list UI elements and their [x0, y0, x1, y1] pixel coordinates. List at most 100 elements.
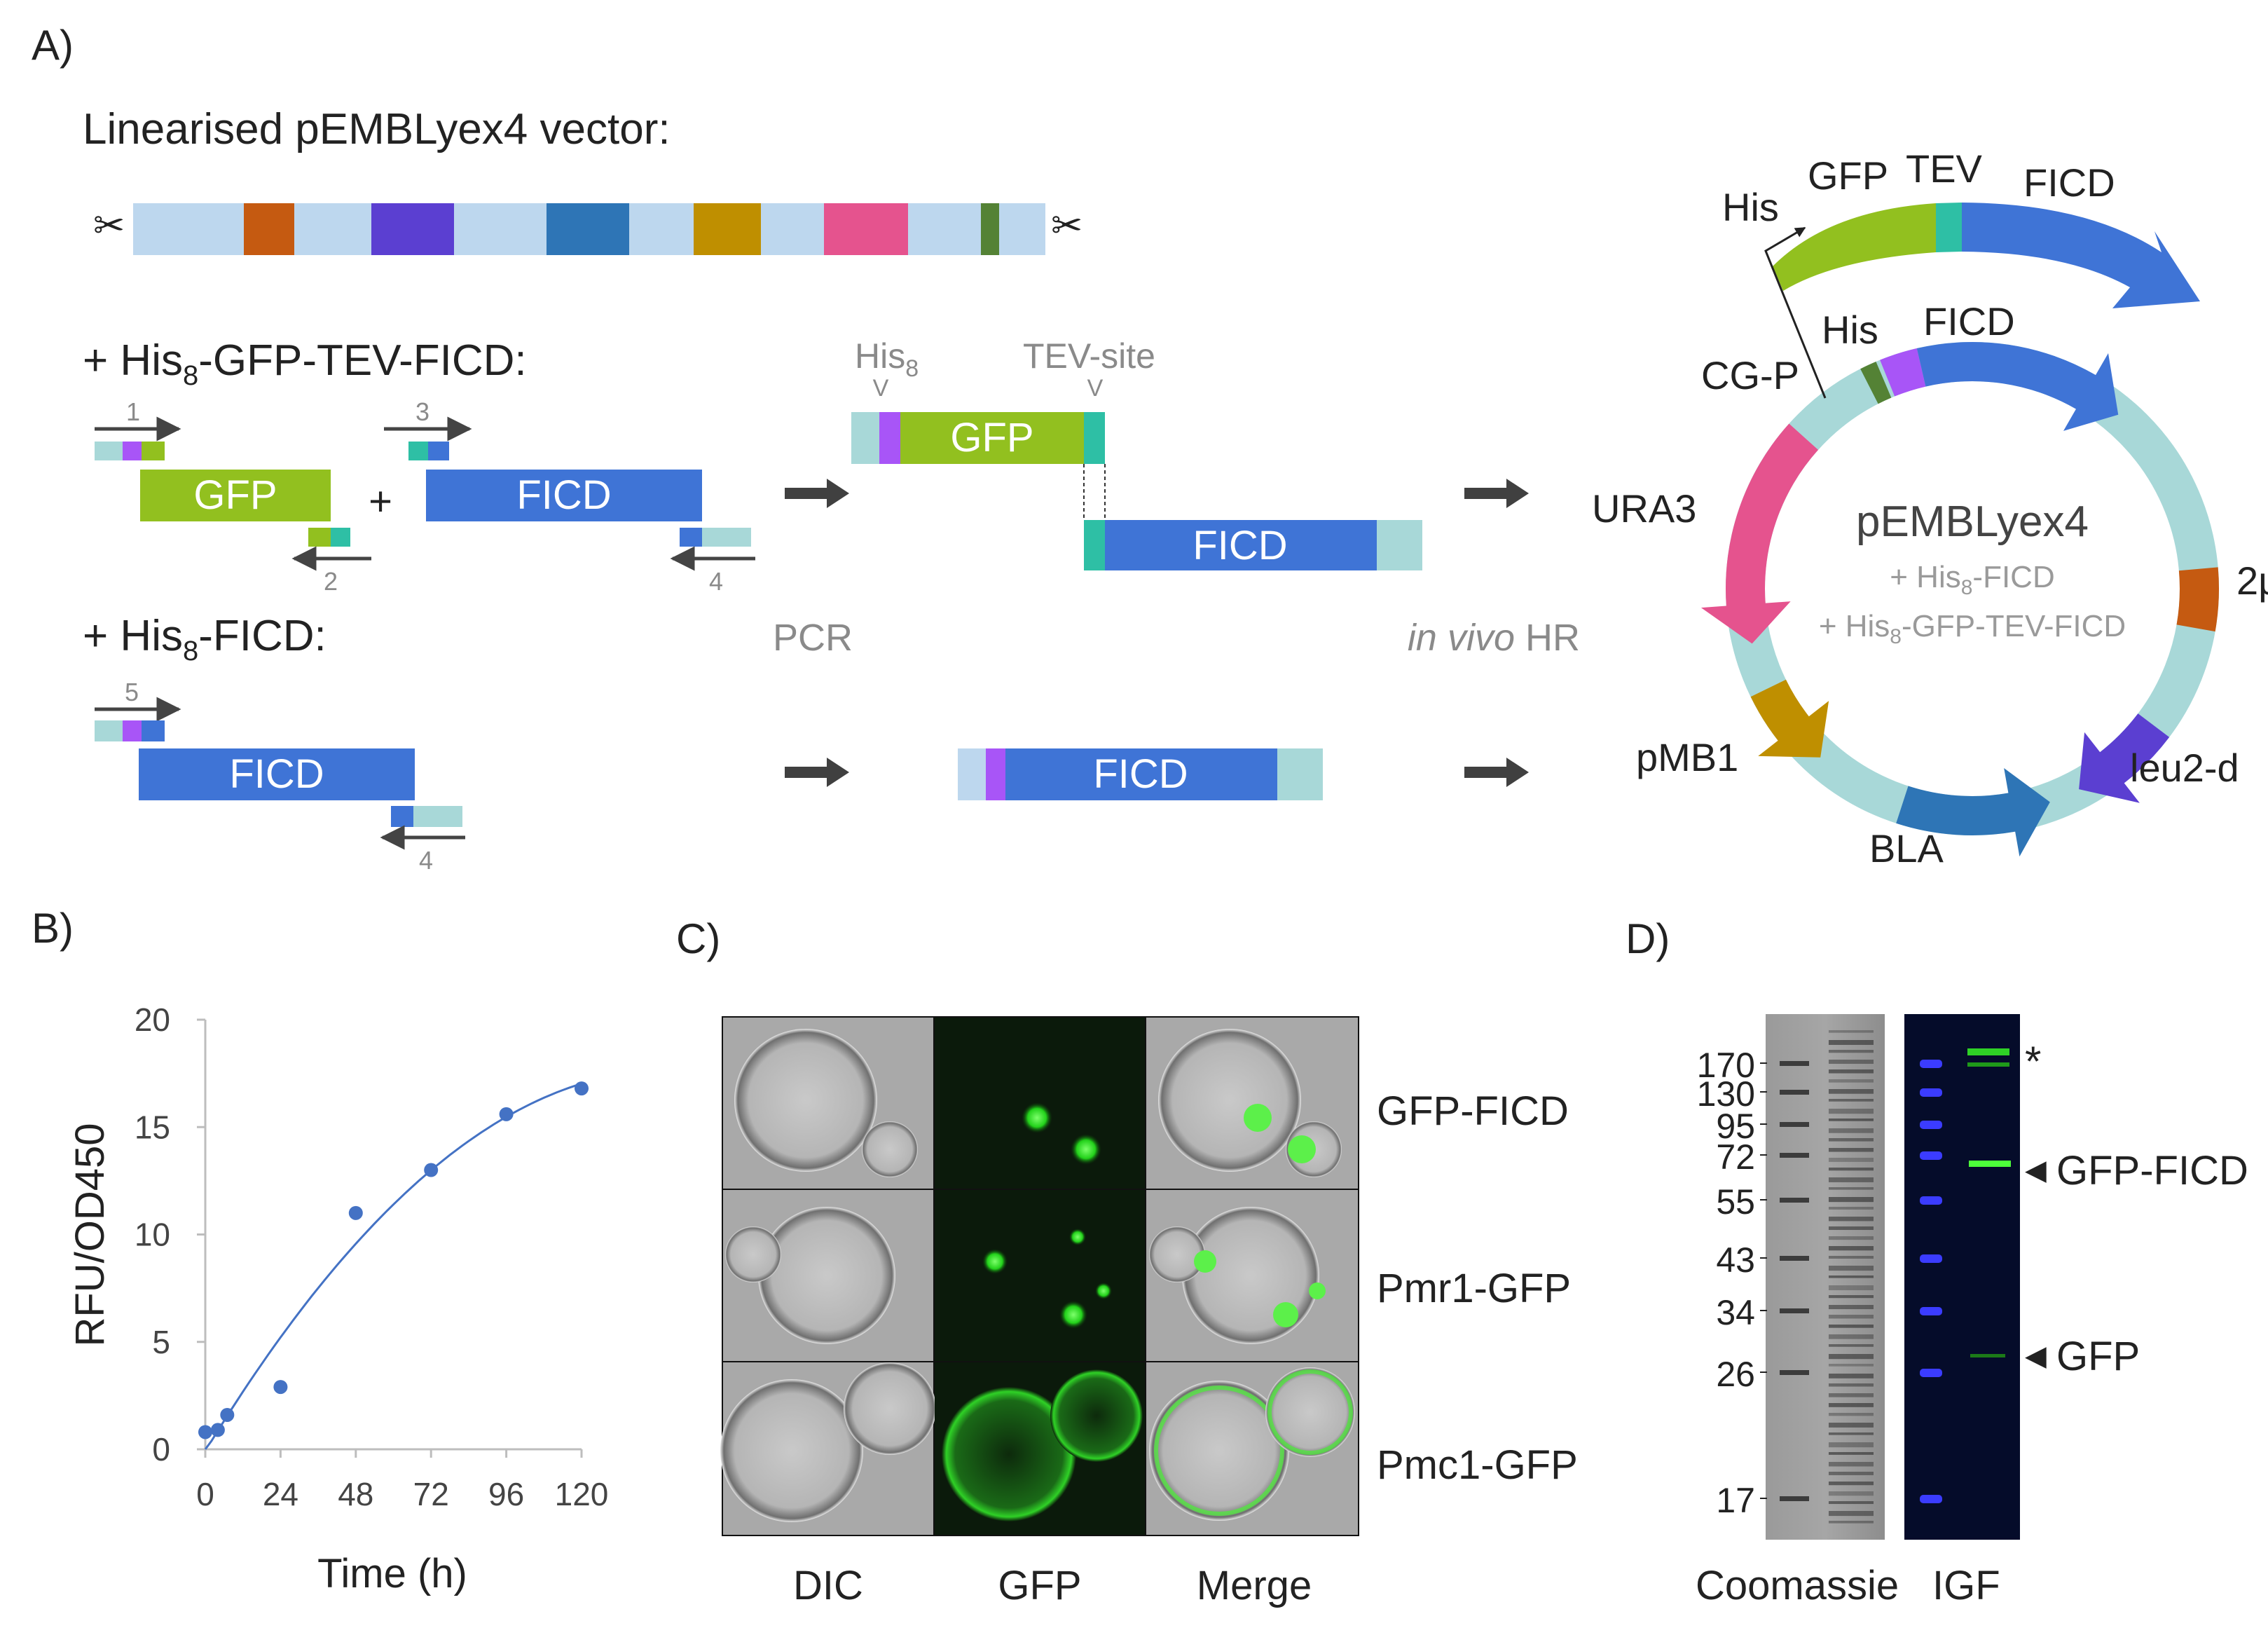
his8-label: His8 [855, 336, 919, 382]
hr-label: in vivo HR [1408, 617, 1580, 659]
lysate-band [1829, 1295, 1874, 1299]
plasmid-map: pEMBLyex4 + His8-FICD + His8-GFP-TEV-FIC… [1592, 146, 2268, 870]
lysate-band [1829, 1325, 1874, 1328]
arrow-gfp: ◀ [2025, 1341, 2047, 1372]
plasmid-2micron [2176, 567, 2220, 632]
ladder-band [1780, 1256, 1809, 1261]
lysate-band [1829, 1472, 1874, 1475]
ladder-band-igf [1920, 1369, 1942, 1377]
promoter-line [1764, 226, 1827, 399]
label-gfp: GFP [1808, 153, 1888, 198]
his8-marker: V [873, 375, 889, 402]
label-bla: BLA [1869, 826, 1944, 870]
x-axis-label: Time (h) [317, 1551, 467, 1596]
ladder-band-igf [1920, 1088, 1942, 1097]
ladder-band [1780, 1122, 1809, 1127]
x-tick-label: 96 [488, 1476, 524, 1512]
lysate-band [1829, 1226, 1874, 1231]
primer-4-top: 4 [670, 528, 755, 596]
arrow-gfp-ficd: ◀ [2025, 1155, 2047, 1186]
x-tick-label: 24 [263, 1476, 298, 1512]
lysate-band [1829, 1148, 1874, 1152]
ladder-band-igf [1920, 1121, 1942, 1129]
fragment-gfp-label: GFP [193, 472, 277, 518]
data-point [348, 1205, 363, 1220]
plasmid-pmb1 [1750, 679, 1829, 758]
lysate-band [1829, 1305, 1874, 1310]
label-his-inner: His [1822, 308, 1878, 352]
lysate-band [1829, 1187, 1874, 1190]
svg-text:4: 4 [709, 567, 723, 596]
label-ura3: URA3 [1592, 486, 1696, 531]
lysate-band [1829, 1109, 1874, 1114]
x-tick-label: 72 [413, 1476, 449, 1512]
data-point [198, 1425, 212, 1439]
lysate-band [1829, 1442, 1874, 1448]
dic-column [720, 1018, 936, 1535]
label-ficd-outer: FICD [2023, 160, 2115, 205]
lysate-band [1829, 1246, 1874, 1251]
col-label-merge: Merge [1197, 1563, 1312, 1608]
lysate-band [1829, 1138, 1874, 1142]
fragment-ficd [426, 470, 702, 521]
lysate-band [1829, 1501, 1874, 1505]
ladder-band [1780, 1308, 1809, 1313]
scissors-icon-right: ✂ [1051, 205, 1083, 247]
marker-label: 26 [1716, 1355, 1755, 1394]
plasmid-name: pEMBLyex4 [1856, 498, 2089, 546]
primer-4-bottom: 4 [380, 806, 465, 875]
svg-text:1: 1 [126, 397, 140, 426]
label-his-outer: His [1722, 185, 1779, 229]
vector-title: Linearised pEMBLyex4 vector: [83, 105, 671, 153]
construct1-title: + His8-GFP-TEV-FICD: [83, 336, 527, 391]
primer-2: 2 [291, 528, 371, 596]
lysate-band [1829, 1452, 1874, 1455]
lysate-band [1829, 1275, 1874, 1278]
plus-sign: + [369, 479, 392, 524]
lysate-band [1829, 1079, 1874, 1083]
lysate-band [1829, 1364, 1874, 1367]
lysate-band [1829, 1374, 1874, 1379]
fragment-gfp [140, 470, 331, 521]
trendline [204, 1082, 582, 1450]
lysate-band [1829, 1256, 1874, 1259]
lysate-band [1829, 1511, 1874, 1517]
lane-label-coomassie: Coomassie [1696, 1563, 1899, 1608]
lysate-band [1829, 1432, 1874, 1435]
marker-label: 34 [1716, 1293, 1755, 1332]
data-point [575, 1081, 589, 1096]
plasmid-his [1880, 348, 1926, 397]
primer-3: 3 [384, 397, 472, 460]
lysate-band [1829, 1119, 1874, 1121]
lysate-band [1829, 1413, 1874, 1416]
ladder-band-igf [1920, 1495, 1942, 1503]
lysate-band [1829, 1383, 1874, 1387]
lysate-band [1829, 1393, 1874, 1397]
row-label-1: GFP-FICD [1377, 1088, 1569, 1134]
plasmid-ura3 [1700, 423, 1819, 644]
marker-label: 55 [1716, 1182, 1755, 1222]
col-label-dic: DIC [793, 1563, 863, 1608]
lysate-band [1829, 1177, 1874, 1182]
label-gfp: GFP [2056, 1334, 2140, 1379]
y-tick-label: 15 [135, 1109, 170, 1145]
product-ficd-label: FICD [1193, 523, 1287, 568]
tev-site-label: TEV-site [1023, 336, 1155, 376]
plasmid-insert2: + His8-GFP-TEV-FICD [1819, 609, 2126, 648]
scissors-icon-left: ✂ [93, 205, 125, 247]
microscopy-grid: GFP-FICD Pmr1-GFP Pmc1-GFP DIC GFP Merge [720, 1016, 1578, 1608]
outer-arc-tev [1936, 203, 1962, 252]
plasmid-cgp [1860, 361, 1892, 404]
ladder-band [1780, 1198, 1809, 1203]
fragment-ficd-2-label: FICD [229, 751, 324, 797]
lysate-band [1829, 1285, 1874, 1291]
y-tick-label: 10 [135, 1217, 170, 1253]
plasmid-ficd [1916, 342, 2119, 431]
lysate-band [1829, 1050, 1874, 1053]
lysate-band [1829, 1197, 1874, 1203]
data-point [499, 1107, 514, 1121]
panel-b-label: B) [32, 905, 74, 952]
product-gfp-ficd [851, 412, 1422, 570]
